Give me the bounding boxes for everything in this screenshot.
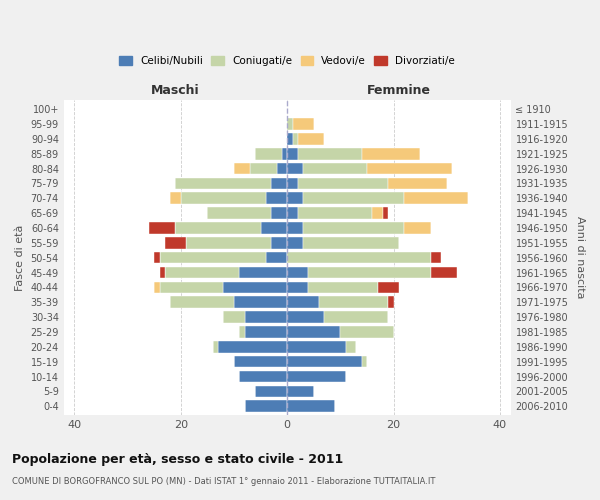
Bar <box>293 133 298 144</box>
Bar <box>287 192 303 204</box>
Bar <box>298 148 362 160</box>
Bar <box>271 208 287 219</box>
Bar <box>287 400 335 412</box>
Bar <box>165 267 239 278</box>
Bar <box>367 163 452 174</box>
Bar <box>287 118 293 130</box>
Bar <box>149 222 175 234</box>
Bar <box>287 341 346 352</box>
Bar <box>287 326 340 338</box>
Bar <box>154 252 160 264</box>
Bar <box>287 386 314 397</box>
Bar <box>175 178 271 189</box>
Bar <box>239 267 287 278</box>
Bar <box>239 326 245 338</box>
Bar <box>431 252 442 264</box>
Bar <box>271 178 287 189</box>
Bar <box>218 341 287 352</box>
Bar <box>298 178 388 189</box>
Bar <box>234 296 287 308</box>
Bar <box>213 341 218 352</box>
Bar <box>255 148 282 160</box>
Bar <box>362 356 367 368</box>
Bar <box>255 386 287 397</box>
Bar <box>373 208 383 219</box>
Text: Femmine: Femmine <box>367 84 431 98</box>
Text: COMUNE DI BORGOFRANCO SUL PO (MN) - Dati ISTAT 1° gennaio 2011 - Elaborazione TU: COMUNE DI BORGOFRANCO SUL PO (MN) - Dati… <box>12 478 436 486</box>
Bar <box>303 237 399 248</box>
Bar <box>245 312 287 323</box>
Bar <box>266 192 287 204</box>
Text: Maschi: Maschi <box>151 84 200 98</box>
Bar <box>287 296 319 308</box>
Bar <box>181 192 266 204</box>
Bar <box>287 356 362 368</box>
Bar <box>271 237 287 248</box>
Bar <box>293 118 314 130</box>
Bar <box>404 222 431 234</box>
Bar <box>287 222 303 234</box>
Bar <box>298 208 373 219</box>
Bar <box>383 208 388 219</box>
Bar <box>287 148 298 160</box>
Bar <box>245 400 287 412</box>
Y-axis label: Anni di nascita: Anni di nascita <box>575 216 585 299</box>
Bar <box>308 282 377 293</box>
Bar <box>266 252 287 264</box>
Bar <box>287 267 308 278</box>
Bar <box>287 282 308 293</box>
Bar <box>160 267 165 278</box>
Bar <box>170 192 181 204</box>
Bar <box>287 178 298 189</box>
Legend: Celibi/Nubili, Coniugati/e, Vedovi/e, Divorziati/e: Celibi/Nubili, Coniugati/e, Vedovi/e, Di… <box>115 52 459 70</box>
Bar <box>245 326 287 338</box>
Bar <box>277 163 287 174</box>
Bar <box>325 312 388 323</box>
Bar <box>287 252 431 264</box>
Bar <box>388 296 394 308</box>
Bar <box>388 178 447 189</box>
Bar <box>250 163 277 174</box>
Bar <box>160 282 223 293</box>
Bar <box>303 192 404 204</box>
Bar <box>308 267 431 278</box>
Bar <box>377 282 399 293</box>
Bar <box>287 370 346 382</box>
Bar <box>282 148 287 160</box>
Bar <box>287 163 303 174</box>
Bar <box>223 312 245 323</box>
Bar <box>303 222 404 234</box>
Bar <box>287 312 325 323</box>
Bar <box>404 192 468 204</box>
Bar <box>186 237 271 248</box>
Bar <box>160 252 266 264</box>
Bar <box>340 326 394 338</box>
Y-axis label: Fasce di età: Fasce di età <box>15 224 25 291</box>
Bar <box>431 267 457 278</box>
Bar <box>346 341 356 352</box>
Text: Popolazione per età, sesso e stato civile - 2011: Popolazione per età, sesso e stato civil… <box>12 452 343 466</box>
Bar <box>239 370 287 382</box>
Bar <box>287 237 303 248</box>
Bar <box>165 237 186 248</box>
Bar <box>208 208 271 219</box>
Bar <box>260 222 287 234</box>
Bar <box>223 282 287 293</box>
Bar <box>234 163 250 174</box>
Bar <box>303 163 367 174</box>
Bar <box>287 208 298 219</box>
Bar <box>154 282 160 293</box>
Bar <box>362 148 420 160</box>
Bar <box>170 296 234 308</box>
Bar <box>234 356 287 368</box>
Bar <box>175 222 260 234</box>
Bar <box>319 296 388 308</box>
Bar <box>298 133 325 144</box>
Bar <box>287 133 293 144</box>
